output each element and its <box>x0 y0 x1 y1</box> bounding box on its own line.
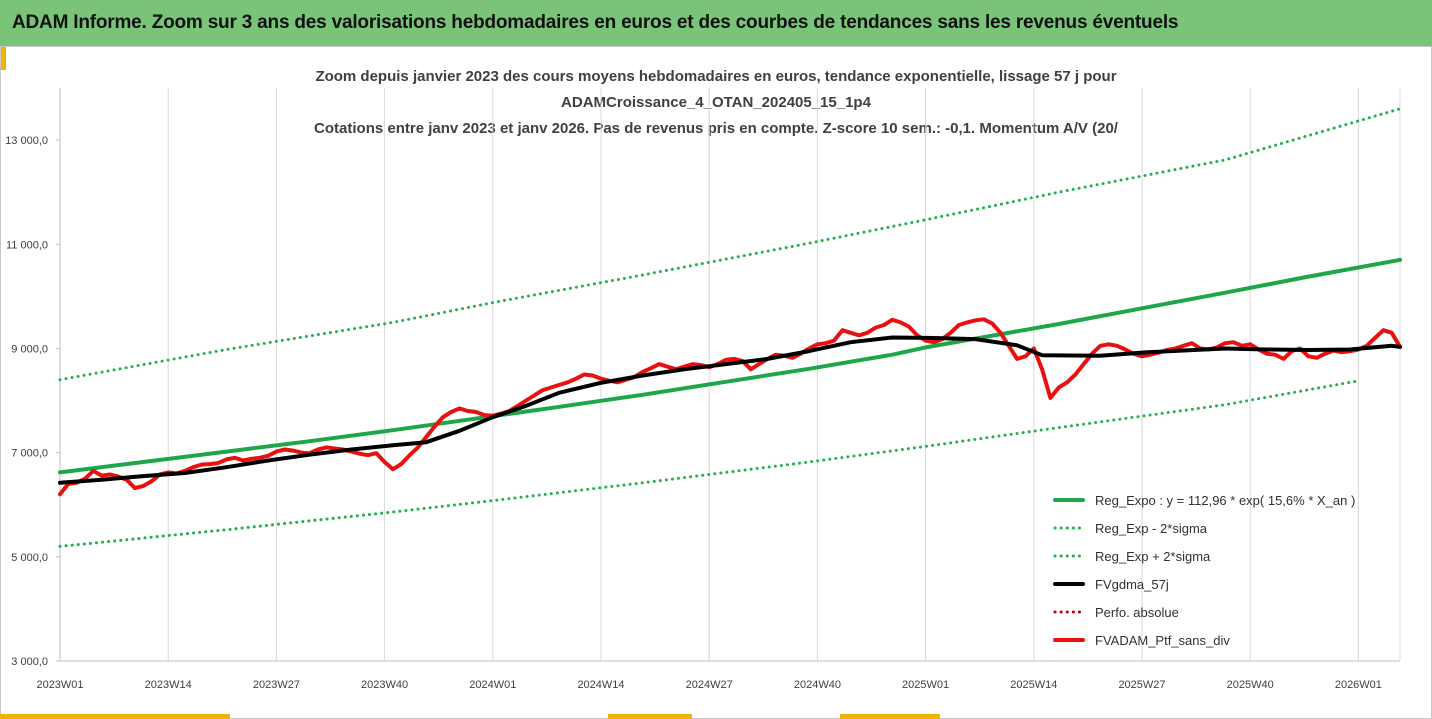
chart-title-line-3: Cotations entre janv 2023 et janv 2026. … <box>314 120 1118 137</box>
x-tick-label: 2025W27 <box>1118 679 1165 691</box>
x-tick-label: 2024W14 <box>577 679 624 691</box>
bottom-accent-right <box>840 714 940 719</box>
x-tick-label: 2025W40 <box>1227 679 1274 691</box>
bottom-accent-left <box>0 714 230 719</box>
x-tick-label: 2023W01 <box>36 679 83 691</box>
legend-label: Reg_Expo : y = 112,96 * exp( 15,6% * X_a… <box>1095 493 1355 508</box>
y-tick-label: 11 000,0 <box>6 239 48 251</box>
bottom-accent-mid <box>608 714 692 719</box>
page-banner: ADAM Informe. Zoom sur 3 ans des valoris… <box>0 0 1432 46</box>
x-tick-label: 2024W01 <box>469 679 516 691</box>
legend-label: Perfo. absolue <box>1095 605 1179 620</box>
legend-label: Reg_Exp + 2*sigma <box>1095 549 1211 564</box>
x-tick-label: 2024W40 <box>794 679 841 691</box>
x-tick-label: 2025W01 <box>902 679 949 691</box>
chart-title: Zoom depuis janvier 2023 des cours moyen… <box>0 64 1432 142</box>
y-tick-label: 3 000,0 <box>11 656 48 668</box>
legend-label: FVADAM_Ptf_sans_div <box>1095 633 1230 648</box>
banner-title: ADAM Informe. Zoom sur 3 ans des valoris… <box>12 12 1179 33</box>
x-tick-label: 2023W40 <box>361 679 408 691</box>
x-tick-label: 2023W27 <box>253 679 300 691</box>
legend-label: FVgdma_57j <box>1095 577 1169 592</box>
y-tick-label: 9 000,0 <box>11 343 48 355</box>
y-tick-label: 13 000,0 <box>5 135 48 147</box>
x-tick-label: 2024W27 <box>686 679 733 691</box>
reg-exp-minus-2sigma-line <box>58 379 1360 548</box>
y-tick-label: 5 000,0 <box>11 552 48 564</box>
legend-label: Reg_Exp - 2*sigma <box>1095 521 1208 536</box>
chart-title-line-1: Zoom depuis janvier 2023 des cours moyen… <box>315 68 1117 85</box>
reg-expo-line <box>58 257 1402 475</box>
x-tick-label: 2026W01 <box>1335 679 1382 691</box>
chart-title-line-2: ADAMCroissance_4_OTAN_202405_15_1p4 <box>561 94 871 111</box>
x-tick-label: 2023W14 <box>145 679 192 691</box>
fvgdma-57j-line <box>58 335 1402 485</box>
accent-bar <box>0 46 6 70</box>
fvadam-ptf-sans-div-line <box>58 317 1402 497</box>
x-tick-label: 2025W14 <box>1010 679 1057 691</box>
reg-exp-plus-2sigma-line <box>58 107 1402 382</box>
y-tick-label: 7 000,0 <box>11 448 48 460</box>
